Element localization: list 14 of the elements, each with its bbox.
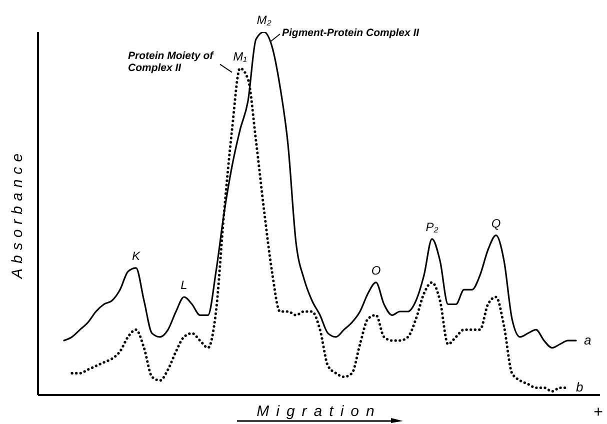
annotation: O [371, 263, 381, 278]
annotation: P₂ [426, 220, 439, 234]
series-label: a [584, 332, 592, 348]
annotation: Protein Moiety of Complex II [128, 50, 215, 74]
annotation: Pigment-Protein Complex II [282, 27, 420, 39]
series-label: b [576, 380, 584, 395]
y-axis-title: Absorbance [9, 148, 26, 280]
annotation: K [132, 248, 141, 263]
annotation: Q [491, 216, 501, 230]
x-axis-title: Migration [256, 403, 382, 420]
annotation: L [180, 278, 188, 292]
annotation: M₂ [256, 13, 272, 27]
text: + [594, 404, 603, 421]
annotation: M₁ [233, 49, 248, 64]
